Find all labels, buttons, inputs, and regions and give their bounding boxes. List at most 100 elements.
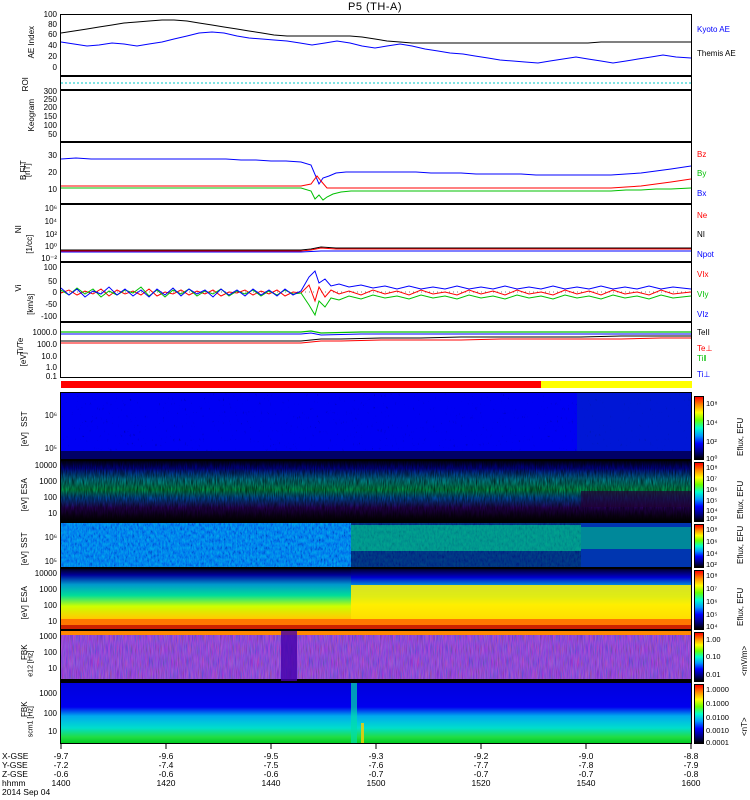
legend-bx: Bx — [697, 189, 707, 198]
ytick-esael-100: 100 — [43, 601, 57, 610]
cbtick-esael-1e4: 10⁴ — [706, 622, 718, 631]
panel-fbk-b — [60, 682, 692, 744]
ytick-keo-50: 50 — [48, 130, 57, 139]
colorbar-esa-ion — [694, 462, 704, 522]
series-te-perp — [61, 337, 691, 344]
ytick-tite-1000: 1000.0 — [32, 328, 57, 337]
ytick-ae-0: 0 — [52, 63, 57, 72]
series-viz — [61, 270, 691, 298]
legend-bz: Bz — [697, 150, 707, 159]
series-ni — [61, 246, 691, 251]
xaxis-col-0-hhmm: 1400 — [51, 778, 71, 788]
legend-te-perp: Te⊥ — [697, 344, 713, 353]
xaxis-col-1-x: -9.6 — [158, 751, 174, 761]
xaxis-col-5-hhmm: 1540 — [576, 778, 596, 788]
yunit-sst-electron: [eV] — [19, 551, 29, 566]
ytick-vi-100: 100 — [43, 263, 57, 272]
ytick-bfit-20: 20 — [48, 168, 57, 177]
ytick-ni-1e2: 10² — [45, 230, 57, 239]
xaxis-col-2-x: -9.5 — [263, 751, 279, 761]
ytick-fbkb-100: 100 — [43, 709, 57, 718]
cbtick-esaion-1e5: 10⁵ — [706, 496, 718, 505]
page-title: P5 (TH-A) — [348, 1, 402, 13]
ytick-sstel-1e6: 10⁶ — [44, 533, 57, 542]
cblabel-esa-ion: Eflux, EFU — [736, 480, 745, 519]
ytick-fbkb-1000: 1000 — [39, 689, 57, 698]
xaxis-col-4-z: -0.7 — [473, 769, 489, 779]
yunit-b-fit: [nT] — [22, 163, 32, 178]
ytick-keo-250: 250 — [43, 95, 57, 104]
ytick-esael-10: 10 — [48, 617, 57, 626]
cblabel-sst-ion: Eflux, EFU — [736, 417, 745, 456]
ytick-ni-1e0: 10⁰ — [44, 242, 57, 251]
ytick-ae-40: 40 — [48, 41, 57, 50]
ytick-vi-0: 0 — [52, 288, 57, 297]
legend-ne: Ne — [697, 211, 708, 220]
xaxis-col-3-hhmm: 1500 — [366, 778, 386, 788]
xaxis-ticks — [60, 744, 692, 749]
ytick-esael-1000: 1000 — [39, 585, 57, 594]
xaxis-col-4-y: -7.7 — [473, 760, 489, 770]
xaxis-col-5-y: -7.8 — [578, 760, 594, 770]
ytick-ae-60: 60 — [48, 30, 57, 39]
ytick-ni-1em2: 10⁻² — [41, 254, 57, 263]
series-npot — [61, 250, 691, 253]
legend-ti-par: Ti‖ — [697, 354, 707, 363]
ytick-ni-1e4: 10⁴ — [44, 217, 57, 226]
cbtick-sstion-1e2: 10² — [706, 437, 717, 446]
series-viy — [61, 286, 691, 317]
mode-bar-red — [61, 381, 541, 388]
ytick-esaion-1000: 1000 — [39, 477, 57, 486]
cbtick-esael-1e5: 10⁵ — [706, 610, 718, 619]
colorbar-sst-ion — [694, 396, 704, 460]
legend-te-par: TeII — [697, 328, 710, 337]
panel-ae-index — [60, 14, 692, 76]
panel-sst-electron — [60, 522, 692, 568]
ytick-esaion-10: 10 — [48, 509, 57, 518]
mode-bar-yellow — [541, 381, 692, 388]
series-bz — [61, 175, 691, 189]
cbtick-esael-1e7: 10⁷ — [706, 584, 718, 593]
cbtick-fbkb-1: 1.0000 — [706, 685, 729, 694]
legend-ni: NI — [697, 230, 705, 239]
xaxis-col-2-y: -7.5 — [263, 760, 279, 770]
cbtick-fbkb-001: 0.0100 — [706, 713, 729, 722]
cbtick-esael-1e6: 10⁶ — [706, 597, 718, 606]
legend-themis-ae: Themis AE — [697, 49, 736, 58]
series-ne — [61, 247, 691, 252]
ytick-tite-01: 0.1 — [45, 372, 57, 381]
series-te-par — [61, 335, 691, 342]
ytick-sstion-1e5: 10⁵ — [44, 444, 57, 453]
series-kyoto-ae — [61, 31, 691, 64]
xaxis-col-3-y: -7.6 — [368, 760, 384, 770]
ytick-keo-150: 150 — [43, 112, 57, 121]
ytick-fbke-100: 100 — [43, 648, 57, 657]
series-vix — [61, 284, 691, 303]
ytick-sstel-1e5: 10⁵ — [44, 557, 57, 566]
xaxis-col-5-z: -0.7 — [578, 769, 594, 779]
colorbar-sst-electron — [694, 524, 704, 568]
cbtick-fbke-1: 1.00 — [706, 635, 721, 644]
cblabel-sst-electron: Eflux, EFU — [736, 525, 745, 564]
xaxis-row-label-date: 2014 Sep 04 — [2, 787, 51, 797]
xaxis-col-0-y: -7.2 — [53, 760, 69, 770]
ytick-sstion-1e6: 10⁶ — [44, 411, 57, 420]
ytick-fbkb-10: 10 — [48, 727, 57, 736]
xaxis-col-4-hhmm: 1520 — [471, 778, 491, 788]
series-themis-ae — [61, 19, 691, 44]
panel-esa-ion — [60, 460, 692, 522]
xaxis-col-0-x: -9.7 — [53, 751, 69, 761]
ylabel-vi: Vi — [13, 284, 23, 292]
cbtick-esael-1e8: 10⁸ — [706, 571, 718, 580]
legend-vix: VIx — [697, 270, 709, 279]
ytick-fbke-10: 10 — [48, 664, 57, 673]
panel-ti-te — [60, 322, 692, 378]
yunit-sst-ion: [eV] — [19, 432, 29, 447]
xaxis-col-1-z: -0.6 — [158, 769, 174, 779]
xaxis-col-6-y: -7.9 — [683, 760, 699, 770]
panel-vi — [60, 262, 692, 322]
xaxis-col-3-z: -0.7 — [368, 769, 384, 779]
ytick-tite-10: 10.0 — [41, 352, 57, 361]
legend-by: By — [697, 169, 707, 178]
xaxis-col-1-hhmm: 1420 — [156, 778, 176, 788]
